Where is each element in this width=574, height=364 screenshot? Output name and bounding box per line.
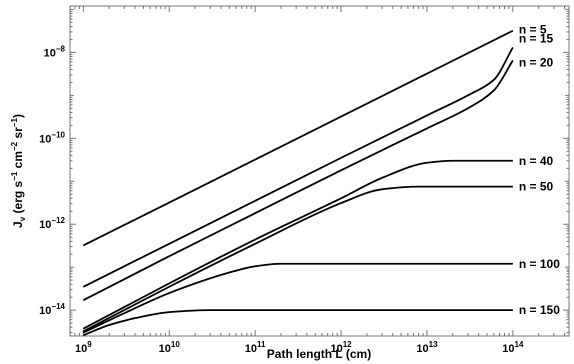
y-tick-exponent: −10 [51, 130, 65, 139]
series-label: n = 40 [519, 154, 554, 168]
x-tick-label: 1012 [330, 340, 352, 355]
series-line [82, 309, 513, 337]
x-tick-base: 10 [416, 343, 428, 355]
series-labels: n = 5n = 15 n = 20 n = 40 n = 50 n = 100 n = … [519, 23, 560, 317]
x-tick-base: 10 [330, 343, 342, 355]
x-tick-label: 109 [75, 340, 92, 355]
x-tick-base: 10 [245, 343, 257, 355]
x-tick-exponent: 9 [87, 340, 92, 349]
series-line [82, 185, 513, 333]
y-label-unit-erg: (erg s [11, 180, 25, 216]
series-line [82, 59, 514, 302]
y-tick-base: 10 [39, 305, 51, 317]
y-tick-exponent: −14 [51, 302, 65, 311]
x-tick-base: 10 [159, 343, 171, 355]
series-line [82, 262, 513, 334]
y-tick-base: 10 [39, 133, 51, 145]
series-label: n = 5 [519, 23, 547, 37]
x-tick-exponent: 14 [515, 340, 524, 349]
y-label-exp-2: −2 [10, 141, 19, 151]
y-tick-label: 10−12 [39, 216, 65, 231]
y-label-exp-1: −1 [10, 171, 19, 181]
y-tick-label: 10−10 [39, 130, 65, 145]
series-label: n = 20 [519, 55, 554, 69]
y-tick-exponent: −8 [56, 44, 66, 53]
series-label: n = 50 [519, 180, 554, 194]
y-tick-base: 10 [39, 219, 51, 231]
series-label: n = 100 [519, 257, 560, 271]
series-line [82, 159, 513, 330]
x-axis-ticks: 109 1010 1011 1012 1013 1014 [69, 6, 566, 355]
y-label-exp-3: −1 [10, 118, 19, 128]
y-label-unit-cm: cm [11, 151, 25, 172]
y-label-close: ) [11, 114, 25, 118]
series-curves [82, 29, 514, 337]
y-label-symbol: J [11, 221, 25, 228]
plot-frame [69, 5, 570, 337]
x-tick-exponent: 12 [343, 340, 352, 349]
x-tick-label: 1013 [416, 340, 438, 355]
series-label: n = 150 [519, 303, 560, 317]
y-label-unit-sr: sr [11, 127, 25, 142]
y-tick-label: 10−14 [39, 302, 65, 317]
x-axis-label: Path length L (cm) [267, 347, 371, 361]
x-tick-label: 1010 [159, 340, 181, 355]
series-line [82, 47, 514, 288]
series-line [82, 29, 514, 247]
y-tick-base: 10 [44, 47, 56, 59]
y-axis-label: Jν (erg s−1 cm−2 sr−1) [10, 114, 27, 228]
series-label: n = 15 [519, 31, 554, 45]
y-label-subscript: ν [18, 216, 27, 221]
x-tick-exponent: 11 [257, 340, 266, 349]
x-tick-base: 10 [502, 343, 514, 355]
x-tick-exponent: 10 [171, 340, 180, 349]
x-tick-label: 1014 [502, 340, 524, 355]
x-tick-label: 1011 [245, 340, 266, 355]
x-tick-exponent: 13 [429, 340, 438, 349]
y-tick-label: 10−8 [44, 44, 66, 59]
x-tick-base: 10 [75, 343, 87, 355]
y-tick-exponent: −12 [51, 216, 65, 225]
